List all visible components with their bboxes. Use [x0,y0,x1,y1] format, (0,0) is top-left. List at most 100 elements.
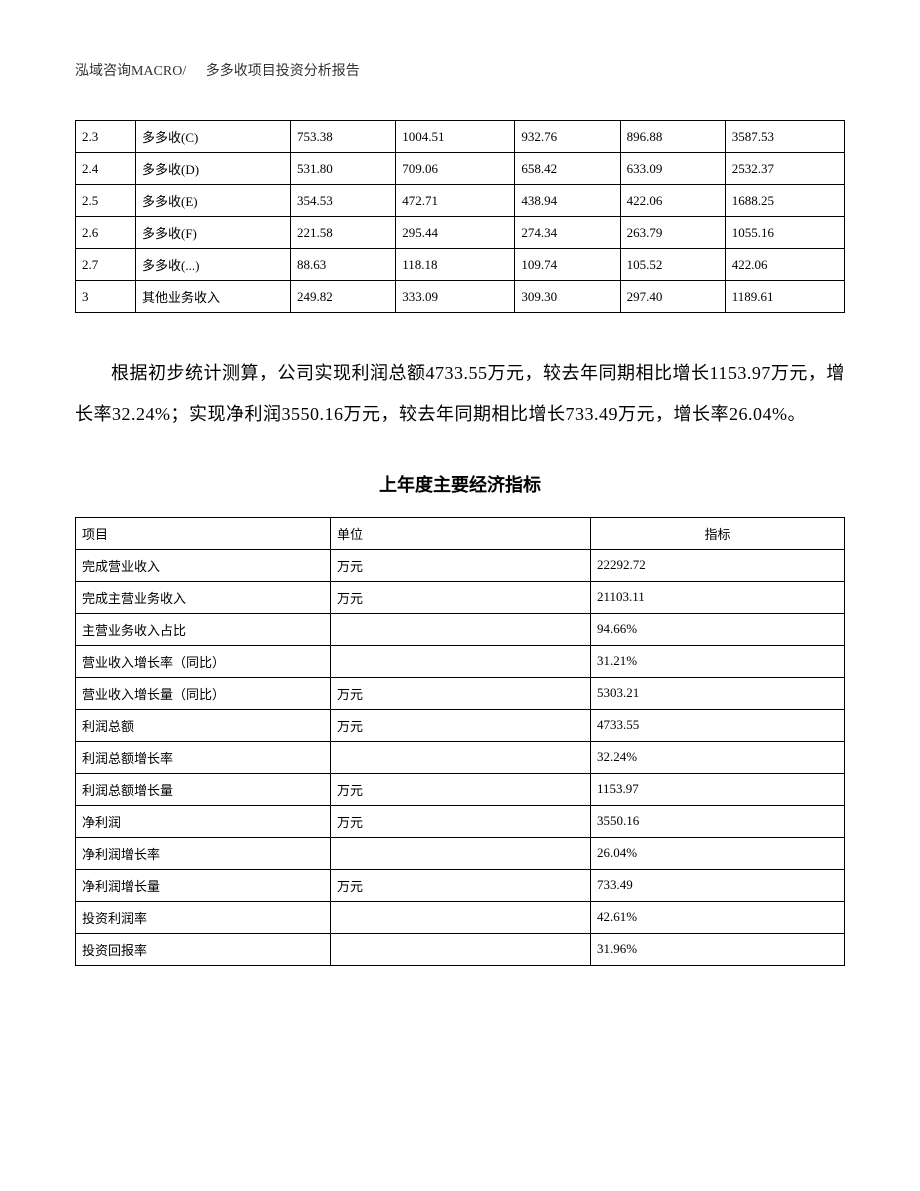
indicators-table-body: 完成营业收入万元22292.72完成主营业务收入万元21103.11主营业务收入… [76,549,845,965]
table-cell: 万元 [331,709,591,741]
table-cell: 投资回报率 [76,933,331,965]
table-cell: 42.61% [591,901,845,933]
revenue-table-body: 2.3多多收(C)753.381004.51932.76896.883587.5… [76,121,845,313]
table-row: 主营业务收入占比 94.66% [76,613,845,645]
table-cell: 3 [76,281,136,313]
table-cell: 422.06 [725,249,844,281]
table-cell: 438.94 [515,185,620,217]
table-cell: 733.49 [591,869,845,901]
table-cell: 753.38 [291,121,396,153]
table-cell: 营业收入增长量（同比） [76,677,331,709]
table-cell: 1055.16 [725,217,844,249]
table-cell: 32.24% [591,741,845,773]
table-cell: 主营业务收入占比 [76,613,331,645]
table-cell: 21103.11 [591,581,845,613]
table-cell: 249.82 [291,281,396,313]
table-row: 2.4多多收(D)531.80709.06658.42633.092532.37 [76,153,845,185]
table-cell: 2.7 [76,249,136,281]
table-cell: 完成主营业务收入 [76,581,331,613]
table-cell [331,901,591,933]
table-cell: 709.06 [396,153,515,185]
table-cell: 多多收(F) [136,217,291,249]
table-cell: 88.63 [291,249,396,281]
table-row: 完成主营业务收入万元21103.11 [76,581,845,613]
table-row: 2.7多多收(...)88.63118.18109.74105.52422.06 [76,249,845,281]
table-cell: 31.21% [591,645,845,677]
table-cell: 净利润增长率 [76,837,331,869]
table-cell: 1688.25 [725,185,844,217]
indicators-header-row: 项目 单位 指标 [76,517,845,549]
table-cell: 净利润增长量 [76,869,331,901]
table-cell: 万元 [331,581,591,613]
table-row: 投资回报率 31.96% [76,933,845,965]
table-cell: 633.09 [620,153,725,185]
table-cell: 万元 [331,805,591,837]
table-row: 2.3多多收(C)753.381004.51932.76896.883587.5… [76,121,845,153]
col-header-item: 项目 [76,517,331,549]
indicators-table-head: 项目 单位 指标 [76,517,845,549]
table-cell: 263.79 [620,217,725,249]
table-row: 利润总额增长量万元1153.97 [76,773,845,805]
table-cell: 2.4 [76,153,136,185]
table-cell: 105.52 [620,249,725,281]
table-cell: 营业收入增长率（同比） [76,645,331,677]
table-row: 营业收入增长率（同比） 31.21% [76,645,845,677]
table-cell: 其他业务收入 [136,281,291,313]
table-cell: 2.6 [76,217,136,249]
table-row: 2.5多多收(E)354.53472.71438.94422.061688.25 [76,185,845,217]
table-row: 净利润万元3550.16 [76,805,845,837]
revenue-table: 2.3多多收(C)753.381004.51932.76896.883587.5… [75,120,845,313]
table-row: 2.6多多收(F)221.58295.44274.34263.791055.16 [76,217,845,249]
table-cell [331,933,591,965]
table-cell: 利润总额增长量 [76,773,331,805]
indicators-table: 项目 单位 指标 完成营业收入万元22292.72完成主营业务收入万元21103… [75,517,845,966]
table-cell: 297.40 [620,281,725,313]
table-cell: 利润总额 [76,709,331,741]
table-cell [331,741,591,773]
table-cell: 2.3 [76,121,136,153]
table-cell: 多多收(C) [136,121,291,153]
table-cell [331,837,591,869]
table-cell: 118.18 [396,249,515,281]
table-row: 净利润增长率26.04% [76,837,845,869]
table-cell: 多多收(...) [136,249,291,281]
header-title: 多多收项目投资分析报告 [206,64,360,79]
table-cell: 万元 [331,549,591,581]
table-cell: 3587.53 [725,121,844,153]
table-cell: 22292.72 [591,549,845,581]
table-cell: 333.09 [396,281,515,313]
table-cell: 31.96% [591,933,845,965]
table-cell: 472.71 [396,185,515,217]
table-cell: 1004.51 [396,121,515,153]
table-row: 利润总额万元4733.55 [76,709,845,741]
table-cell: 利润总额增长率 [76,741,331,773]
table-cell: 完成营业收入 [76,549,331,581]
table-cell: 2532.37 [725,153,844,185]
table-cell: 274.34 [515,217,620,249]
table-cell: 多多收(D) [136,153,291,185]
table-cell: 109.74 [515,249,620,281]
table-cell: 422.06 [620,185,725,217]
table-cell: 2.5 [76,185,136,217]
table-row: 完成营业收入万元22292.72 [76,549,845,581]
table-row: 营业收入增长量（同比）万元5303.21 [76,677,845,709]
table-cell: 1189.61 [725,281,844,313]
col-header-value: 指标 [591,517,845,549]
table-cell: 多多收(E) [136,185,291,217]
table-row: 3其他业务收入249.82333.09309.30297.401189.61 [76,281,845,313]
summary-paragraph: 根据初步统计测算，公司实现利润总额4733.55万元，较去年同期相比增长1153… [75,353,845,436]
table-cell: 354.53 [291,185,396,217]
table-cell: 295.44 [396,217,515,249]
table-cell: 932.76 [515,121,620,153]
table-cell: 309.30 [515,281,620,313]
table-row: 利润总额增长率 32.24% [76,741,845,773]
table-cell: 4733.55 [591,709,845,741]
table-cell [331,613,591,645]
table-cell: 896.88 [620,121,725,153]
table-cell: 94.66% [591,613,845,645]
table-cell: 投资利润率 [76,901,331,933]
table-cell: 658.42 [515,153,620,185]
table-cell: 净利润 [76,805,331,837]
header-company: 泓域咨询MACRO/ [75,64,186,79]
table-cell: 万元 [331,677,591,709]
